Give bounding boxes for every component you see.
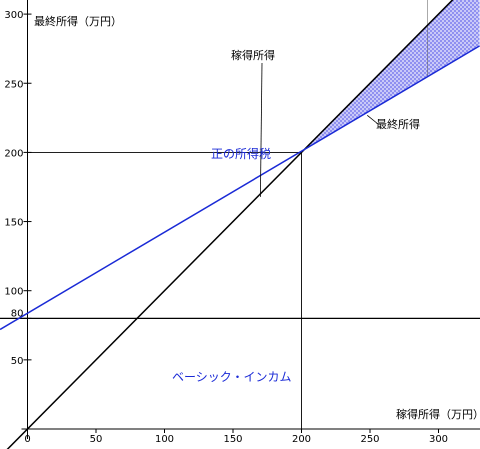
x-tick-label: 200 bbox=[292, 434, 311, 445]
leader-earned-income bbox=[260, 62, 263, 197]
leader-final-income bbox=[367, 115, 379, 125]
y-tick-label: 100 bbox=[4, 287, 23, 298]
y-tick-label: 200 bbox=[4, 148, 23, 159]
y-tick-label: 80 bbox=[11, 308, 24, 319]
positive-income-tax-annotation: 正の所得税 bbox=[211, 146, 271, 161]
x-axis-label: 稼得所得（万円） bbox=[396, 407, 480, 421]
basic-income-annotation: ベーシック・インカム bbox=[172, 370, 292, 384]
x-tick-label: 300 bbox=[429, 434, 448, 445]
y-tick-label: 250 bbox=[4, 79, 23, 90]
series-line-final-income bbox=[0, 45, 480, 331]
x-tick-label: 50 bbox=[90, 434, 103, 445]
x-tick-label: 150 bbox=[223, 434, 242, 445]
y-tick-label: 300 bbox=[4, 10, 23, 21]
x-tick-label: 0 bbox=[24, 434, 30, 445]
x-tick-label: 100 bbox=[155, 434, 174, 445]
y-axis-label: 最終所得（万円） bbox=[34, 14, 122, 28]
series-label-earned-income: 稼得所得 bbox=[231, 48, 275, 62]
series-label-final-income: 最終所得 bbox=[376, 117, 420, 131]
y-tick-label: 50 bbox=[11, 356, 24, 367]
x-tick-label: 250 bbox=[360, 434, 379, 445]
y-tick-label: 150 bbox=[4, 218, 23, 229]
shaded-region-income-tax bbox=[304, 0, 480, 150]
